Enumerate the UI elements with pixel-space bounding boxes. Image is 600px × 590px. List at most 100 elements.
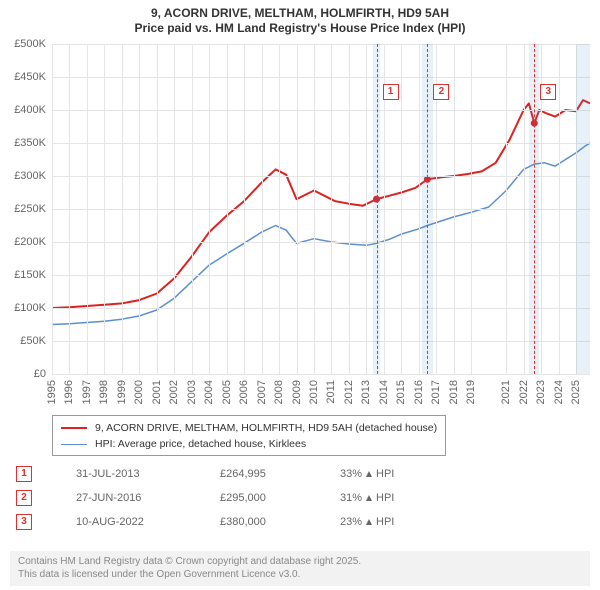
marker-pct-suffix: HPI [376,516,394,528]
marker-table-row: 227-JUN-2016£295,00031%HPI [16,486,590,510]
marker-id-box: 1 [16,466,32,482]
legend-swatch [61,427,87,429]
gridline-v [559,44,560,374]
gridline-h [52,341,590,342]
gridline-h [52,275,590,276]
marker-pct: 33%HPI [340,468,394,480]
gridline-v [52,44,53,374]
marker-label: 2 [433,84,449,100]
marker-date: 10-AUG-2022 [76,516,220,528]
x-axis-label: 2018 [448,380,460,404]
legend-item: 9, ACORN DRIVE, MELTHAM, HOLMFIRTH, HD9 … [61,420,437,436]
marker-pct-value: 23% [340,516,362,528]
x-axis-label: 2007 [256,380,268,404]
marker-id-box: 3 [16,514,32,530]
gridline-v [524,44,525,374]
gridline-h [52,77,590,78]
gridline-v [104,44,105,374]
x-axis-label: 2014 [378,380,390,404]
x-axis-label: 2013 [360,380,372,404]
y-axis-label: £500K [0,38,46,50]
y-axis-label: £100K [0,302,46,314]
y-axis-label: £350K [0,137,46,149]
y-axis-label: £300K [0,170,46,182]
gridline-v [262,44,263,374]
x-axis-label: 2016 [413,380,425,404]
gridline-v [349,44,350,374]
marker-date: 31-JUL-2013 [76,468,220,480]
title-line-1: 9, ACORN DRIVE, MELTHAM, HOLMFIRTH, HD9 … [0,6,600,21]
marker-label: 3 [540,84,556,100]
gridline-v [174,44,175,374]
x-axis-label: 2003 [186,380,198,404]
gridline-v [139,44,140,374]
marker-table-row: 3 10-AUG-2022£380,00023% HPI [16,510,590,534]
arrow-up-icon [366,495,372,501]
gridline-v [454,44,455,374]
marker-pct-suffix: HPI [376,492,394,504]
gridline-h [52,176,590,177]
gridline-v [331,44,332,374]
x-axis-label: 2008 [273,380,285,404]
marker-id-box: 2 [16,490,32,506]
gridline-v [87,44,88,374]
y-axis-label: £400K [0,104,46,116]
gridline-v [209,44,210,374]
x-axis-label: 2006 [238,380,250,404]
chart-container: { "title": { "line1": "9, ACORN DRIVE, M… [0,0,600,590]
x-axis-label: 2024 [553,380,565,404]
gridline-h [52,209,590,210]
marker-line [534,44,535,374]
legend-swatch [61,444,87,445]
gridline-v [157,44,158,374]
marker-line [427,44,428,374]
gridline-h [52,110,590,111]
gridline-v [297,44,298,374]
plot-area: £0£50K£100K£150K£200K£250K£300K£350K£400… [52,44,590,374]
x-axis-label: 2012 [343,380,355,404]
marker-pct: 31% HPI [340,492,394,504]
marker-line [377,44,378,374]
x-axis-label: 2021 [500,380,512,404]
y-axis-label: £250K [0,203,46,215]
gridline-h [52,308,590,309]
marker-table: 131-JUL-2013£264,99533%HPI227-JUN-2016£2… [16,462,590,534]
marker-pct-value: 31% [340,492,362,504]
legend-label: HPI: Average price, detached house, Kirk… [95,436,306,452]
x-axis-label: 2004 [203,380,215,404]
gridline-v [279,44,280,374]
x-axis-label: 1998 [98,380,110,404]
x-axis-label: 2005 [221,380,233,404]
gridline-h [52,44,590,45]
y-axis-label: £150K [0,269,46,281]
marker-price: £380,000 [220,516,340,528]
marker-pct-value: 33% [340,468,362,480]
gridline-v [122,44,123,374]
x-axis-label: 1995 [46,380,58,404]
x-axis-label: 2000 [133,380,145,404]
marker-table-row: 1 31-JUL-2013£264,99533%HPI [16,462,590,486]
gridline-h [52,374,590,375]
x-axis-label: 2010 [308,380,320,404]
marker-pct: 23% HPI [340,516,394,528]
gridline-h [52,143,590,144]
gridline-v [227,44,228,374]
x-axis-label: 2025 [570,380,582,404]
x-axis-label: 2001 [151,380,163,404]
x-axis-label: 1999 [116,380,128,404]
gridline-v [419,44,420,374]
x-axis-label: 2009 [291,380,303,404]
legend-item: HPI: Average price, detached house, Kirk… [61,436,437,452]
marker-price: £295,000 [220,492,340,504]
x-axis-label: 1996 [63,380,75,404]
x-axis-label: 2017 [430,380,442,404]
marker-price: £264,995 [220,468,340,480]
y-axis-label: £450K [0,71,46,83]
series-hpi [52,143,590,325]
gridline-v [69,44,70,374]
gridline-v [401,44,402,374]
chart-title: 9, ACORN DRIVE, MELTHAM, HOLMFIRTH, HD9 … [0,0,600,36]
gridline-v [314,44,315,374]
x-axis-label: 2019 [465,380,477,404]
marker-label: 1 [383,84,399,100]
